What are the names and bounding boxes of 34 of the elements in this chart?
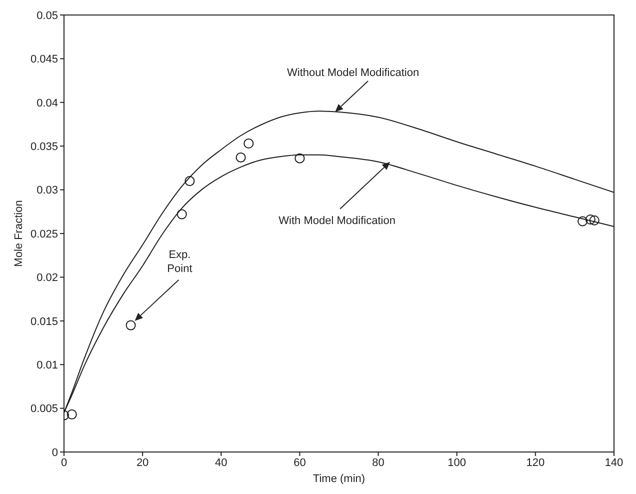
y-axis-title: Mole Fraction <box>12 200 25 267</box>
point <box>66 409 77 420</box>
x-tick-label: 40 <box>215 456 228 469</box>
y-tick-label: 0.025 <box>30 228 58 240</box>
point <box>244 138 254 148</box>
x-tick-label: 100 <box>448 456 466 469</box>
x-tick-label: 140 <box>604 456 624 469</box>
x-axis-title: Time (min) <box>312 473 366 485</box>
y-tick-label: 0.035 <box>30 141 58 154</box>
y-tick-label: 0.015 <box>30 316 58 328</box>
y-tick-label: 0.005 <box>30 403 58 416</box>
y-tick-label: 0.02 <box>36 272 58 284</box>
y-tick-label: 0 <box>52 446 58 459</box>
point <box>126 320 136 330</box>
y-tick-label: 0.05 <box>36 10 58 22</box>
x-tick-label: 20 <box>136 456 149 469</box>
annotation: Without Model Modification <box>287 67 420 80</box>
annotation: Exp. Point <box>167 248 192 275</box>
y-tick-label: 0.04 <box>36 97 58 110</box>
point <box>585 214 596 225</box>
x-tick-label: 120 <box>526 456 545 469</box>
y-tick-label: 0.045 <box>30 54 58 66</box>
point <box>176 209 187 220</box>
point <box>589 215 600 226</box>
point <box>236 152 246 162</box>
y-tick-label: 0.03 <box>36 184 58 197</box>
point <box>184 176 195 186</box>
annotation: With Model Modification <box>278 214 396 227</box>
x-tick-label: 0 <box>60 456 68 469</box>
y-tick-label: 0.01 <box>36 360 58 372</box>
x-tick-label: 60 <box>294 456 306 469</box>
point <box>294 153 305 164</box>
x-tick-label: 80 <box>372 456 384 469</box>
point <box>578 216 588 226</box>
